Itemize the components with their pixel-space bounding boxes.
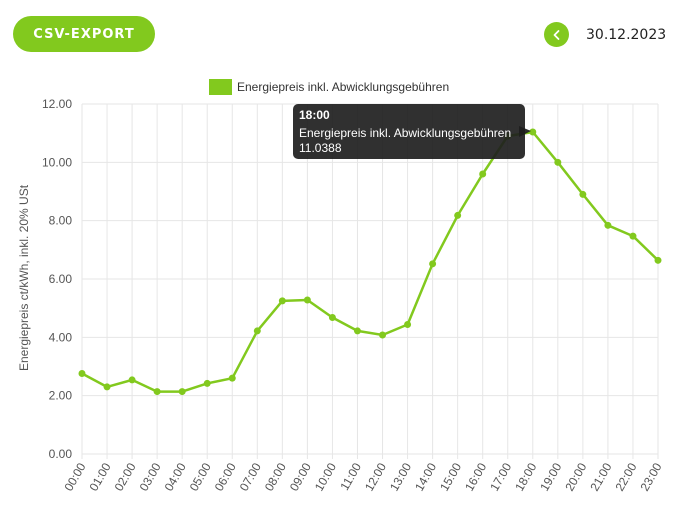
x-tick-label: 19:00 [537, 460, 564, 493]
x-tick-label: 14:00 [412, 460, 439, 493]
y-tick-label: 12.00 [42, 97, 72, 111]
data-point[interactable] [479, 170, 487, 178]
x-tick-label: 07:00 [237, 460, 264, 493]
series-points [78, 128, 662, 396]
previous-day-button[interactable] [544, 22, 569, 47]
data-point[interactable] [253, 327, 261, 335]
legend[interactable]: Energiepreis inkl. Abwicklungsgebühren [209, 79, 449, 95]
x-tick-label: 13:00 [387, 460, 414, 493]
x-tick-label: 21:00 [587, 460, 614, 493]
data-point[interactable] [379, 331, 387, 339]
x-tick-label: 05:00 [187, 460, 214, 493]
x-tick-label: 06:00 [212, 460, 239, 493]
data-point[interactable] [353, 327, 361, 335]
tooltip-series: Energiepreis inkl. Abwicklungsgebühren [299, 126, 511, 140]
data-point[interactable] [128, 376, 136, 384]
data-point[interactable] [178, 388, 186, 396]
tooltip-box [293, 104, 525, 159]
x-tick-label: 00:00 [61, 460, 88, 493]
x-tick-label: 08:00 [262, 460, 289, 493]
x-tick-label: 17:00 [487, 460, 514, 493]
data-point[interactable] [78, 370, 86, 377]
x-tick-label: 22:00 [612, 460, 639, 493]
chevron-left-icon [553, 29, 559, 40]
data-point[interactable] [454, 211, 462, 219]
data-point[interactable] [429, 260, 437, 268]
series-line [81, 130, 659, 393]
x-tick-label: 01:00 [87, 460, 114, 493]
data-point[interactable] [303, 296, 311, 304]
data-point[interactable] [278, 297, 286, 305]
x-tick-label: 20:00 [562, 460, 589, 493]
x-tick-label: 11:00 [337, 460, 364, 493]
x-tick-label: 04:00 [162, 460, 189, 493]
data-point[interactable] [654, 256, 662, 264]
data-point[interactable] [328, 314, 336, 321]
csv-export-button[interactable]: CSV-EXPORT [13, 16, 155, 52]
y-tick-label: 8.00 [49, 214, 73, 228]
x-axis-ticks: 00:0001:0002:0003:0004:0005:0006:0007:00… [61, 460, 664, 493]
legend-label: Energiepreis inkl. Abwicklungsgebühren [237, 80, 449, 94]
data-point[interactable] [629, 232, 637, 240]
y-tick-label: 2.00 [49, 389, 73, 403]
x-tick-label: 09:00 [287, 460, 314, 493]
tooltip-title: 18:00 [299, 108, 330, 122]
chart-grid [81, 103, 659, 459]
y-tick-label: 6.00 [49, 272, 73, 286]
y-tick-label: 0.00 [49, 447, 73, 461]
x-tick-label: 16:00 [462, 460, 489, 493]
data-point[interactable] [554, 158, 562, 166]
y-tick-label: 4.00 [49, 330, 73, 344]
data-point[interactable] [604, 221, 612, 229]
x-tick-label: 23:00 [637, 460, 664, 493]
tooltip-pointer [519, 126, 531, 137]
data-point[interactable] [103, 383, 111, 391]
x-tick-label: 02:00 [112, 460, 139, 493]
data-point[interactable] [579, 190, 587, 198]
y-tick-label: 10.00 [42, 155, 72, 169]
y-axis-label: Energiepreis ct/kWh, inkl. 20% USt [17, 184, 31, 371]
x-tick-label: 03:00 [137, 460, 164, 493]
x-tick-label: 12:00 [362, 460, 389, 493]
tooltip: 18:00 Energiepreis inkl. Abwicklungsgebü… [293, 104, 531, 159]
data-point[interactable] [404, 321, 412, 328]
x-tick-label: 10:00 [312, 460, 339, 493]
data-point[interactable] [153, 388, 161, 396]
current-date: 30.12.2023 [586, 27, 667, 43]
legend-swatch [209, 79, 232, 95]
x-tick-label: 18:00 [512, 460, 539, 493]
x-tick-label: 15:00 [437, 460, 464, 493]
tooltip-value: 11.0388 [299, 141, 342, 155]
y-axis-ticks: 0.00 2.00 4.00 6.00 8.00 10.00 12.00 [42, 97, 72, 461]
data-point[interactable] [529, 128, 537, 136]
data-point[interactable] [228, 374, 236, 382]
data-point[interactable] [203, 379, 211, 387]
